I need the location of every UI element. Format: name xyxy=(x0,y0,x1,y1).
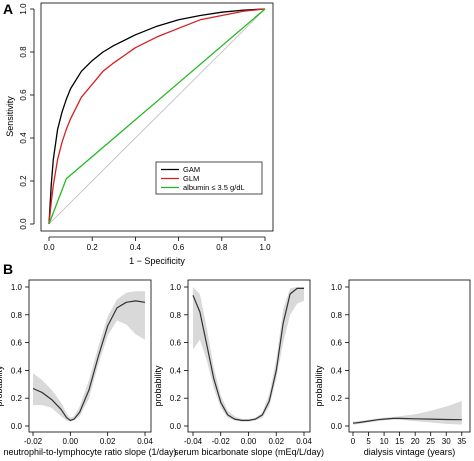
x-tick-label: 0.02 xyxy=(100,437,116,446)
y-tick-label: 0.0 xyxy=(19,218,28,230)
x-tick-label: 0.00 xyxy=(241,437,257,446)
roc-chart: 0.0 0.2 0.4 0.6 0.8 1.0 0.0 0.2 0.4 0.6 0.8 1.0 1 − … xyxy=(5,2,274,266)
plot-frame xyxy=(348,279,471,433)
x-tick-label: 0.2 xyxy=(87,243,99,252)
bicarbonate-slope-chart: -0.04 -0.02 0.00 0.02 0.04 0.0 0.2 0.4 0.6 0.8 1.0… xyxy=(153,279,324,457)
y-tick-label: 1.0 xyxy=(11,283,23,292)
x-tick-label: 0.02 xyxy=(268,437,284,446)
nlr-slope-chart: -0.02 0.00 0.02 0.04 0.0 0.2 0.4 0.6 0.8 1.0 neutr… xyxy=(0,279,177,457)
y-axis-label: probability xyxy=(314,365,324,407)
x-tick-label: -0.02 xyxy=(24,437,43,446)
y-tick-label: 0.4 xyxy=(11,366,23,375)
y-axis-label: probability xyxy=(0,365,4,407)
y-tick-label: 0.6 xyxy=(11,339,23,348)
y-tick-label: 1.0 xyxy=(19,3,28,15)
legend-label-1: GLM xyxy=(183,174,199,183)
roc-series-1 xyxy=(48,8,266,225)
y-tick-label: 0.4 xyxy=(170,366,182,375)
reference-diagonal xyxy=(48,8,266,225)
y-tick-label: 0.2 xyxy=(170,394,182,403)
x-tick-label: -0.04 xyxy=(184,437,203,446)
y-tick-label: 0.8 xyxy=(170,311,182,320)
x-tick-label: 25 xyxy=(426,437,435,446)
roc-series-2 xyxy=(48,8,266,225)
y-tick-label: 0.6 xyxy=(331,339,343,348)
y-tick-label: 0.8 xyxy=(19,46,28,58)
dialysis-vintage-chart: 0 5 10 15 20 25 30 35 0.0 0.2 0.4 0.6 0.8 1.0 dialysis… xyxy=(314,279,471,457)
x-tick-label: -0.02 xyxy=(212,437,231,446)
confidence-band xyxy=(33,291,145,422)
x-tick-label: 0.00 xyxy=(63,437,79,446)
fitted-curve xyxy=(192,287,304,421)
plot-frame xyxy=(28,279,152,433)
fitted-curve xyxy=(352,417,462,424)
x-tick-label: 0.0 xyxy=(43,243,55,252)
x-tick-label: 0 xyxy=(351,437,356,446)
panel-label-a: A xyxy=(3,1,13,17)
x-axis-label: neutrophil-to-lymphocyte ratio slope (1/… xyxy=(3,447,176,457)
y-tick-label: 0.8 xyxy=(11,311,23,320)
x-axis-label: serum bicarbonate slope (mEq/L/day) xyxy=(174,447,324,457)
x-tick-label: 20 xyxy=(411,437,420,446)
x-tick-label: 0.6 xyxy=(173,243,185,252)
y-tick-label: 0.0 xyxy=(170,422,182,431)
fitted-curve xyxy=(32,300,146,421)
x-tick-label: 10 xyxy=(380,437,389,446)
x-tick-label: 5 xyxy=(366,437,371,446)
y-axis-label: probability xyxy=(153,365,163,407)
x-tick-label: 35 xyxy=(457,437,466,446)
y-tick-label: 0.4 xyxy=(331,366,343,375)
y-tick-label: 0.2 xyxy=(11,394,23,403)
legend-label-0: GAM xyxy=(183,165,200,174)
x-tick-label: 0.4 xyxy=(130,243,142,252)
x-axis-label: 1 − Specificity xyxy=(129,256,185,266)
x-tick-label: 30 xyxy=(442,437,451,446)
y-tick-label: 0.2 xyxy=(19,175,28,187)
x-axis-label: dialysis vintage (years) xyxy=(364,447,456,457)
y-tick-label: 1.0 xyxy=(331,283,343,292)
y-tick-label: 1.0 xyxy=(170,283,182,292)
legend-label-2: albumin ≤ 3.5 g/dL xyxy=(183,183,245,192)
confidence-band xyxy=(193,287,304,422)
y-tick-label: 0.4 xyxy=(19,132,28,144)
y-tick-label: 0.0 xyxy=(11,422,23,431)
y-tick-label: 0.6 xyxy=(170,339,182,348)
x-tick-label: 0.8 xyxy=(216,243,228,252)
panel-label-b: B xyxy=(3,261,13,277)
y-tick-label: 0.0 xyxy=(331,422,343,431)
y-tick-label: 0.2 xyxy=(331,394,343,403)
y-axis-label: Sensitivity xyxy=(5,96,15,137)
x-tick-label: 0.04 xyxy=(296,437,312,446)
x-tick-label: 1.0 xyxy=(259,243,271,252)
y-tick-label: 0.6 xyxy=(19,89,28,101)
x-tick-label: 0.04 xyxy=(137,437,153,446)
x-tick-label: 15 xyxy=(395,437,404,446)
y-tick-label: 0.8 xyxy=(331,311,343,320)
plot-frame xyxy=(40,2,274,232)
plot-frame xyxy=(187,279,311,433)
roc-series-0 xyxy=(48,8,266,225)
